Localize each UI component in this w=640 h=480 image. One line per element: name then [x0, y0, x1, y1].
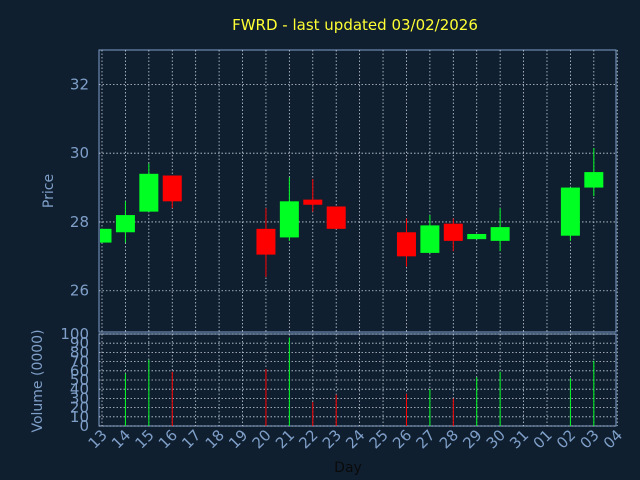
candle — [420, 215, 440, 253]
price-y-ticks: 26 28 30 32 — [70, 75, 89, 299]
candle-body — [560, 187, 580, 236]
x-ticks: 1314151617181920212223242526272829303101… — [85, 426, 626, 452]
x-tick-label: 04 — [600, 426, 626, 452]
candle — [443, 218, 463, 252]
candle — [467, 233, 487, 240]
volume-tick-label: 30 — [70, 389, 89, 407]
volume-tick-label: 100 — [60, 325, 89, 343]
x-tick-label: 19 — [225, 426, 251, 452]
x-tick-label: 29 — [459, 426, 485, 452]
chart-title: FWRD - last updated 03/02/2026 — [232, 16, 478, 34]
candle-body — [326, 206, 346, 229]
x-tick-label: 31 — [506, 426, 532, 452]
x-tick-label: 21 — [272, 426, 298, 452]
candle-body — [256, 228, 276, 255]
x-tick-label: 03 — [576, 426, 602, 452]
x-tick-label: 25 — [366, 426, 392, 452]
volume-tick-label: 80 — [70, 343, 89, 361]
volume-tick-label: 50 — [70, 371, 89, 389]
candle — [490, 208, 510, 252]
candle — [279, 177, 299, 241]
volume-tick-label: 60 — [70, 362, 89, 380]
candle-body — [467, 233, 487, 240]
x-tick-label: 30 — [483, 426, 509, 452]
candle — [256, 208, 276, 277]
volume-tick-label: 0 — [79, 417, 89, 435]
x-tick-label: 28 — [436, 426, 462, 452]
candle-body — [443, 223, 463, 241]
candle — [326, 206, 346, 229]
price-panel-frame — [98, 49, 617, 333]
candle-body — [162, 175, 182, 202]
x-axis-label: Day — [334, 460, 362, 476]
volume-tick-label: 70 — [70, 353, 89, 371]
candle — [162, 175, 182, 209]
volume-tick-label: 90 — [70, 334, 89, 352]
x-tick-label: 27 — [412, 426, 438, 452]
candle — [303, 178, 323, 212]
x-tick-label: 23 — [319, 426, 345, 452]
price-axis-label: Price — [41, 174, 57, 208]
candles — [100, 148, 604, 277]
x-tick-label: 15 — [131, 426, 157, 452]
x-tick-label: 14 — [108, 426, 134, 452]
x-tick-label: 18 — [202, 426, 228, 452]
candle — [560, 187, 580, 241]
x-tick-label: 01 — [530, 426, 556, 452]
candle — [139, 163, 159, 212]
x-tick-label: 17 — [178, 426, 204, 452]
candle-body — [490, 227, 510, 241]
x-tick-label: 26 — [389, 426, 415, 452]
candle-body — [584, 172, 604, 188]
x-tick-label: 02 — [553, 426, 579, 452]
candle — [584, 148, 604, 197]
volume-axis-label: Volume (0000) — [30, 329, 46, 432]
candle-body — [100, 228, 112, 243]
price-tick-label: 32 — [70, 75, 89, 93]
price-tick-label: 26 — [70, 282, 89, 300]
volume-tick-label: 20 — [70, 399, 89, 417]
price-tick-label: 28 — [70, 213, 89, 231]
candle-body — [115, 215, 135, 233]
volume-tick-label: 10 — [70, 408, 89, 426]
volume-tick-label: 40 — [70, 380, 89, 398]
candle — [100, 228, 112, 243]
volume-grid — [99, 333, 618, 427]
candle-body — [139, 173, 159, 212]
candle — [396, 218, 416, 267]
candle-body — [420, 225, 440, 253]
volume-bars — [124, 337, 595, 426]
candle-body — [303, 199, 323, 205]
candle-body — [279, 201, 299, 238]
price-tick-label: 30 — [70, 144, 89, 162]
candle-body — [396, 232, 416, 257]
x-tick-label: 20 — [249, 426, 275, 452]
candle — [115, 201, 135, 243]
x-tick-label: 24 — [342, 426, 368, 452]
x-tick-label: 22 — [295, 426, 321, 452]
x-tick-label: 16 — [155, 426, 181, 452]
